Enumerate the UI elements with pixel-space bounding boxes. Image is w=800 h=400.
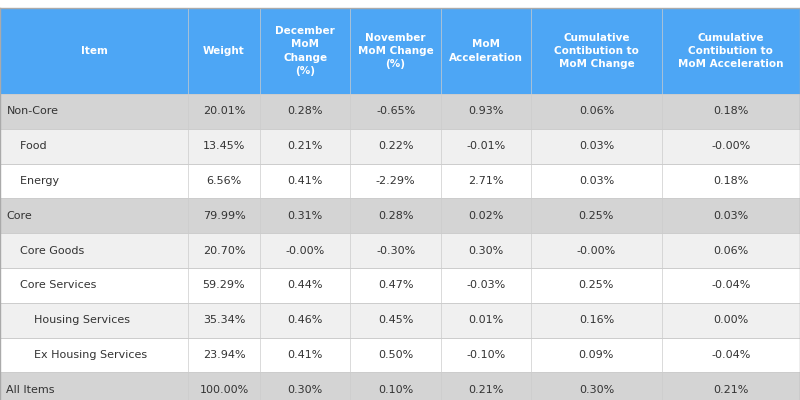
Text: -0.10%: -0.10% — [466, 350, 506, 360]
Text: 0.10%: 0.10% — [378, 385, 414, 395]
Text: 0.21%: 0.21% — [287, 141, 323, 151]
Text: 20.01%: 20.01% — [203, 106, 245, 116]
Text: 0.28%: 0.28% — [378, 211, 414, 221]
Text: -2.29%: -2.29% — [376, 176, 415, 186]
Text: Weight: Weight — [203, 46, 245, 56]
Text: 0.00%: 0.00% — [713, 315, 749, 325]
Text: -0.65%: -0.65% — [376, 106, 415, 116]
Text: 0.02%: 0.02% — [468, 211, 504, 221]
Text: 0.31%: 0.31% — [287, 211, 323, 221]
Bar — [0, 164, 800, 198]
Text: 0.03%: 0.03% — [713, 211, 749, 221]
Text: Non-Core: Non-Core — [6, 106, 58, 116]
Text: 0.09%: 0.09% — [578, 350, 614, 360]
Text: -0.00%: -0.00% — [286, 246, 325, 256]
Bar — [0, 303, 800, 338]
Bar — [0, 338, 800, 372]
Text: -0.01%: -0.01% — [466, 141, 506, 151]
Text: 0.06%: 0.06% — [713, 246, 749, 256]
Text: -0.04%: -0.04% — [711, 280, 750, 290]
Text: 0.03%: 0.03% — [578, 176, 614, 186]
Bar — [0, 268, 800, 303]
Text: 0.46%: 0.46% — [287, 315, 323, 325]
Text: Item: Item — [81, 46, 107, 56]
Text: 0.25%: 0.25% — [578, 280, 614, 290]
Text: -0.00%: -0.00% — [711, 141, 750, 151]
Text: -0.00%: -0.00% — [577, 246, 616, 256]
Text: 0.03%: 0.03% — [578, 141, 614, 151]
Text: Housing Services: Housing Services — [6, 315, 130, 325]
Text: 0.22%: 0.22% — [378, 141, 414, 151]
Text: Cumulative
Contibution to
MoM Change: Cumulative Contibution to MoM Change — [554, 33, 639, 69]
Text: Ex Housing Services: Ex Housing Services — [6, 350, 147, 360]
Bar — [0, 8, 800, 94]
Text: 13.45%: 13.45% — [203, 141, 245, 151]
Text: Core: Core — [6, 211, 32, 221]
Text: 59.29%: 59.29% — [202, 280, 246, 290]
Text: 0.16%: 0.16% — [578, 315, 614, 325]
Text: -0.03%: -0.03% — [466, 280, 506, 290]
Text: December
MoM
Change
(%): December MoM Change (%) — [275, 26, 335, 76]
Text: November
MoM Change
(%): November MoM Change (%) — [358, 33, 434, 69]
Text: 0.28%: 0.28% — [287, 106, 323, 116]
Bar — [0, 372, 800, 400]
Bar — [0, 198, 800, 233]
Text: 0.06%: 0.06% — [578, 106, 614, 116]
Text: 0.30%: 0.30% — [287, 385, 323, 395]
Text: 0.21%: 0.21% — [713, 385, 749, 395]
Text: 0.41%: 0.41% — [287, 176, 323, 186]
Text: 0.50%: 0.50% — [378, 350, 414, 360]
Text: 79.99%: 79.99% — [202, 211, 246, 221]
Text: 0.47%: 0.47% — [378, 280, 414, 290]
Text: 35.34%: 35.34% — [203, 315, 245, 325]
Text: 23.94%: 23.94% — [202, 350, 246, 360]
Text: 0.44%: 0.44% — [287, 280, 323, 290]
Text: Food: Food — [6, 141, 47, 151]
Text: 0.41%: 0.41% — [287, 350, 323, 360]
Text: 0.93%: 0.93% — [468, 106, 504, 116]
Text: MoM
Acceleration: MoM Acceleration — [449, 39, 523, 63]
Text: -0.04%: -0.04% — [711, 350, 750, 360]
Text: 0.21%: 0.21% — [468, 385, 504, 395]
Text: 2.71%: 2.71% — [468, 176, 504, 186]
Text: 0.18%: 0.18% — [713, 106, 749, 116]
Text: -0.30%: -0.30% — [376, 246, 415, 256]
Text: 0.25%: 0.25% — [578, 211, 614, 221]
Text: 0.30%: 0.30% — [578, 385, 614, 395]
Text: Cumulative
Contibution to
MoM Acceleration: Cumulative Contibution to MoM Accelerati… — [678, 33, 783, 69]
Text: 0.45%: 0.45% — [378, 315, 414, 325]
Text: 6.56%: 6.56% — [206, 176, 242, 186]
Text: 0.01%: 0.01% — [468, 315, 504, 325]
Text: Core Goods: Core Goods — [6, 246, 85, 256]
Text: 0.18%: 0.18% — [713, 176, 749, 186]
Bar — [0, 233, 800, 268]
Text: 20.70%: 20.70% — [202, 246, 246, 256]
Bar — [0, 94, 800, 129]
Bar — [0, 129, 800, 164]
Text: 100.00%: 100.00% — [199, 385, 249, 395]
Text: All Items: All Items — [6, 385, 55, 395]
Text: 0.30%: 0.30% — [468, 246, 504, 256]
Text: Energy: Energy — [6, 176, 59, 186]
Text: Core Services: Core Services — [6, 280, 97, 290]
